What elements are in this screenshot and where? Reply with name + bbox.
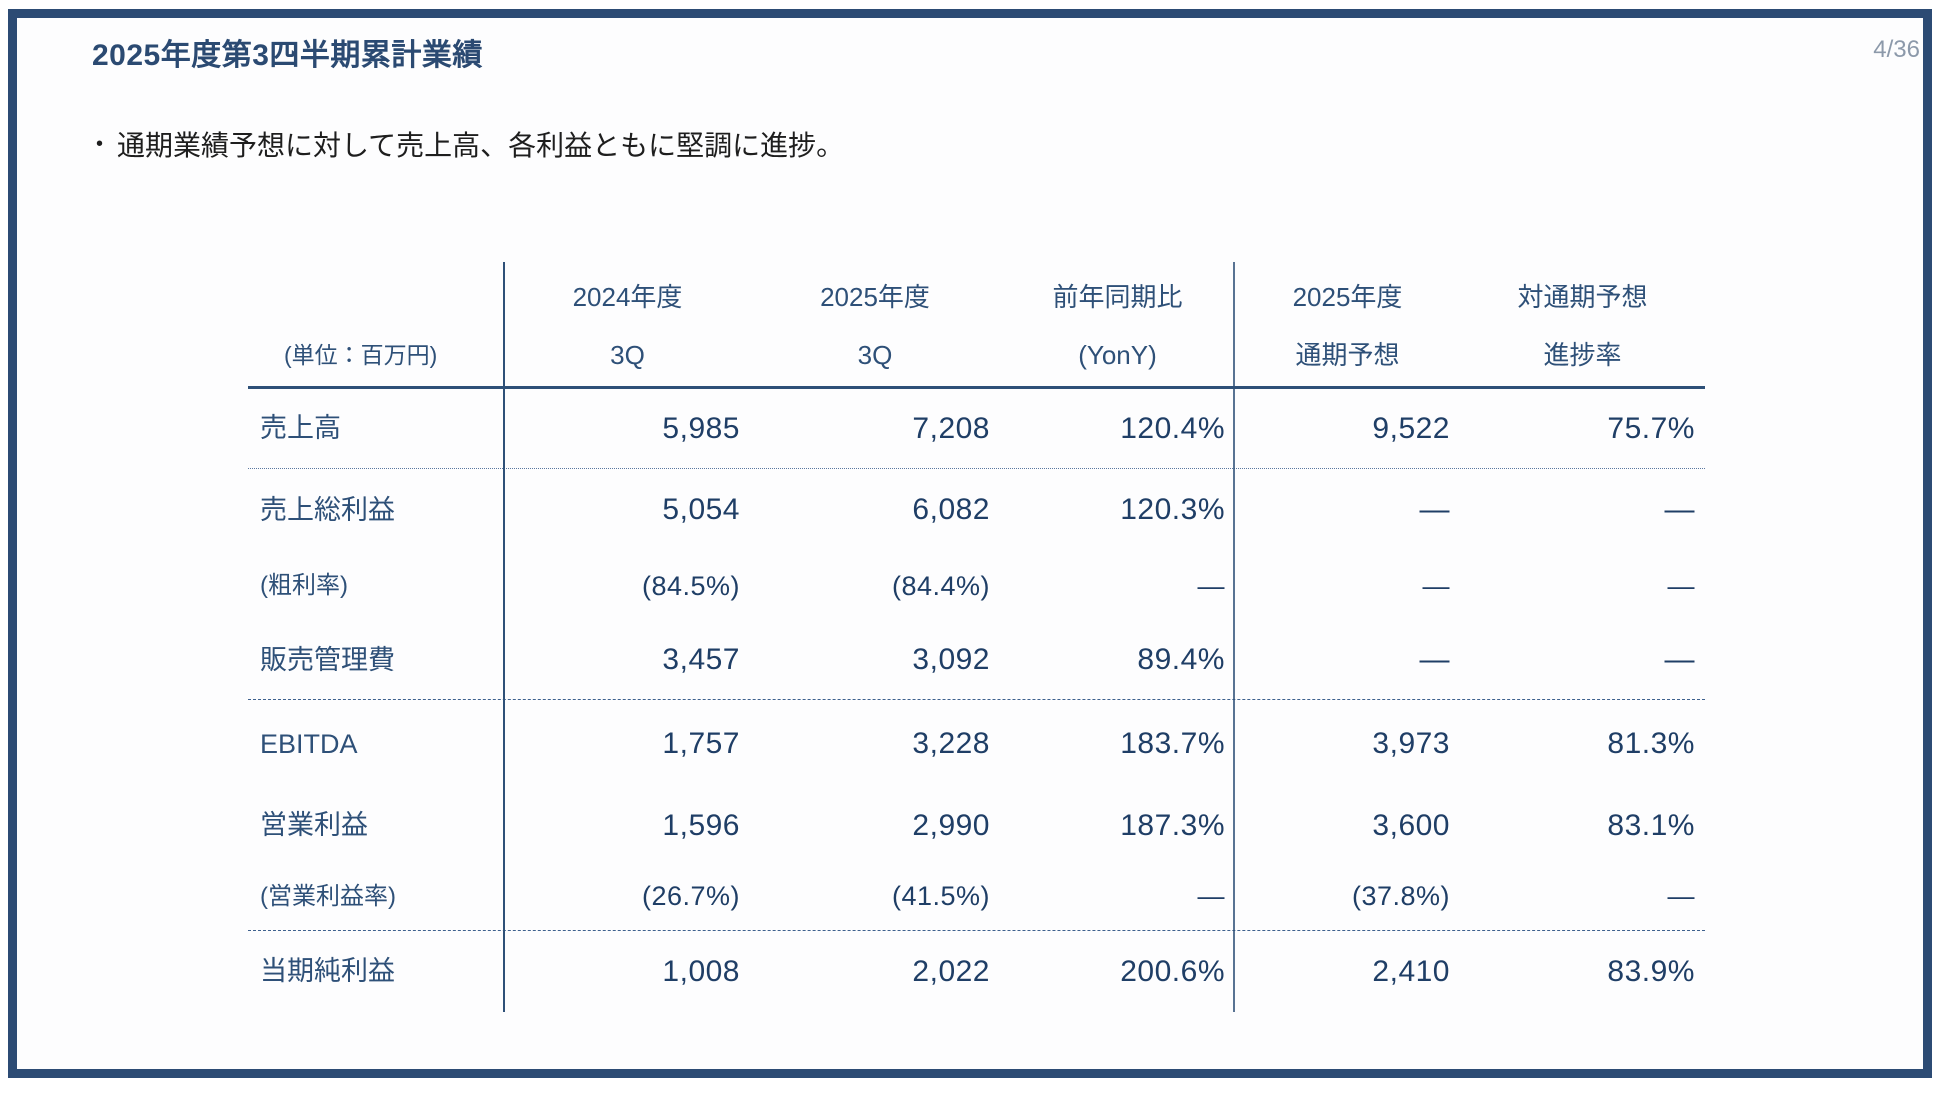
page-title: 2025年度第3四半期累計業績 bbox=[92, 39, 483, 72]
table-header-col-forecast: 2025年度 通期予想 bbox=[1292, 282, 1403, 370]
table-header-col-2024-3q: 2024年度 3Q bbox=[572, 282, 683, 370]
cell-value: 89.4% bbox=[1137, 643, 1225, 676]
cell-value: 3,092 bbox=[912, 643, 990, 676]
cell-value: 183.7% bbox=[1120, 727, 1225, 760]
table-row: 売上総利益 5,054 6,082 120.3% — — bbox=[248, 469, 1705, 551]
table-row: 当期純利益 1,008 2,022 200.6% 2,410 83.9% bbox=[248, 931, 1705, 1012]
cell-value: — bbox=[1197, 571, 1225, 601]
cell-value: — bbox=[1422, 571, 1450, 601]
cell-value: 83.9% bbox=[1607, 955, 1695, 988]
cell-value: 2,022 bbox=[912, 955, 990, 988]
cell-value: 3,228 bbox=[912, 727, 990, 760]
cell-value: 2,990 bbox=[912, 809, 990, 842]
bullet-text: 通期業績予想に対して売上高、各利益ともに堅調に進捗。 bbox=[117, 130, 845, 161]
table-header-col-2025-3q: 2025年度 3Q bbox=[820, 282, 930, 370]
cell-value: 83.1% bbox=[1607, 809, 1695, 842]
cell-value: 2,410 bbox=[1372, 955, 1450, 988]
table-row: 販売管理費 3,457 3,092 89.4% — — bbox=[248, 621, 1705, 700]
cell-value: 120.4% bbox=[1120, 412, 1225, 445]
cell-value: 81.3% bbox=[1607, 727, 1695, 760]
row-label: 当期純利益 bbox=[260, 956, 395, 986]
cell-value: — bbox=[1664, 493, 1695, 526]
cell-value: 3,457 bbox=[662, 643, 740, 676]
cell-value: 7,208 bbox=[912, 412, 990, 445]
cell-value: 1,008 bbox=[662, 955, 740, 988]
cell-value: — bbox=[1667, 881, 1695, 911]
page-number: 4/36 bbox=[1873, 36, 1920, 63]
cell-value: — bbox=[1419, 643, 1450, 676]
cell-value: 75.7% bbox=[1607, 412, 1695, 445]
cell-value: 200.6% bbox=[1120, 955, 1225, 988]
cell-value: 1,596 bbox=[662, 809, 740, 842]
cell-value: — bbox=[1667, 571, 1695, 601]
table-header-col-progress: 対通期予想 進捗率 bbox=[1517, 282, 1648, 370]
table-header: (単位：百万円) 2024年度 3Q 2025年度 3Q 前年同期比 (YonY… bbox=[248, 262, 1705, 389]
row-label: 売上高 bbox=[260, 413, 341, 443]
cell-value: 5,985 bbox=[662, 412, 740, 445]
cell-value: 187.3% bbox=[1120, 809, 1225, 842]
table-row: EBITDA 1,757 3,228 183.7% 3,973 81.3% bbox=[248, 700, 1705, 788]
row-label: 営業利益 bbox=[260, 810, 368, 840]
bullet-item: • 通期業績予想に対して売上高、各利益ともに堅調に進捗。 bbox=[96, 124, 844, 164]
cell-value: 5,054 bbox=[662, 493, 740, 526]
table-row: (粗利率) (84.5%) (84.4%) — — — bbox=[248, 551, 1705, 621]
results-table: (単位：百万円) 2024年度 3Q 2025年度 3Q 前年同期比 (YonY… bbox=[248, 262, 1705, 1012]
row-label: 売上総利益 bbox=[260, 495, 395, 525]
table-header-col-yony: 前年同期比 (YonY) bbox=[1052, 282, 1183, 370]
cell-value: — bbox=[1664, 643, 1695, 676]
row-label: EBITDA bbox=[260, 729, 358, 759]
bullet-marker-icon: • bbox=[96, 132, 104, 155]
table-row: (営業利益率) (26.7%) (41.5%) — (37.8%) — bbox=[248, 863, 1705, 931]
cell-value: — bbox=[1197, 881, 1225, 911]
cell-value: (26.7%) bbox=[641, 881, 740, 911]
slide-border bbox=[8, 9, 1932, 1078]
cell-value: 1,757 bbox=[662, 727, 740, 760]
cell-value: — bbox=[1419, 493, 1450, 526]
row-label: (粗利率) bbox=[260, 572, 348, 599]
row-label: (営業利益率) bbox=[260, 883, 396, 910]
table-row: 売上高 5,985 7,208 120.4% 9,522 75.7% bbox=[248, 389, 1705, 469]
cell-value: 6,082 bbox=[912, 493, 990, 526]
cell-value: (37.8%) bbox=[1351, 881, 1450, 911]
cell-value: 3,973 bbox=[1372, 727, 1450, 760]
cell-value: 120.3% bbox=[1120, 493, 1225, 526]
table-header-unit: (単位：百万円) bbox=[248, 268, 505, 386]
cell-value: 3,600 bbox=[1372, 809, 1450, 842]
row-label: 販売管理費 bbox=[260, 645, 395, 675]
cell-value: (41.5%) bbox=[891, 881, 990, 911]
cell-value: 9,522 bbox=[1372, 412, 1450, 445]
table-row: 営業利益 1,596 2,990 187.3% 3,600 83.1% bbox=[248, 788, 1705, 863]
table-vertical-divider-right bbox=[1233, 262, 1235, 1012]
cell-value: (84.4%) bbox=[891, 571, 990, 601]
cell-value: (84.5%) bbox=[641, 571, 740, 601]
table-vertical-divider-left bbox=[503, 262, 505, 1012]
unit-label: (単位：百万円) bbox=[284, 342, 438, 368]
